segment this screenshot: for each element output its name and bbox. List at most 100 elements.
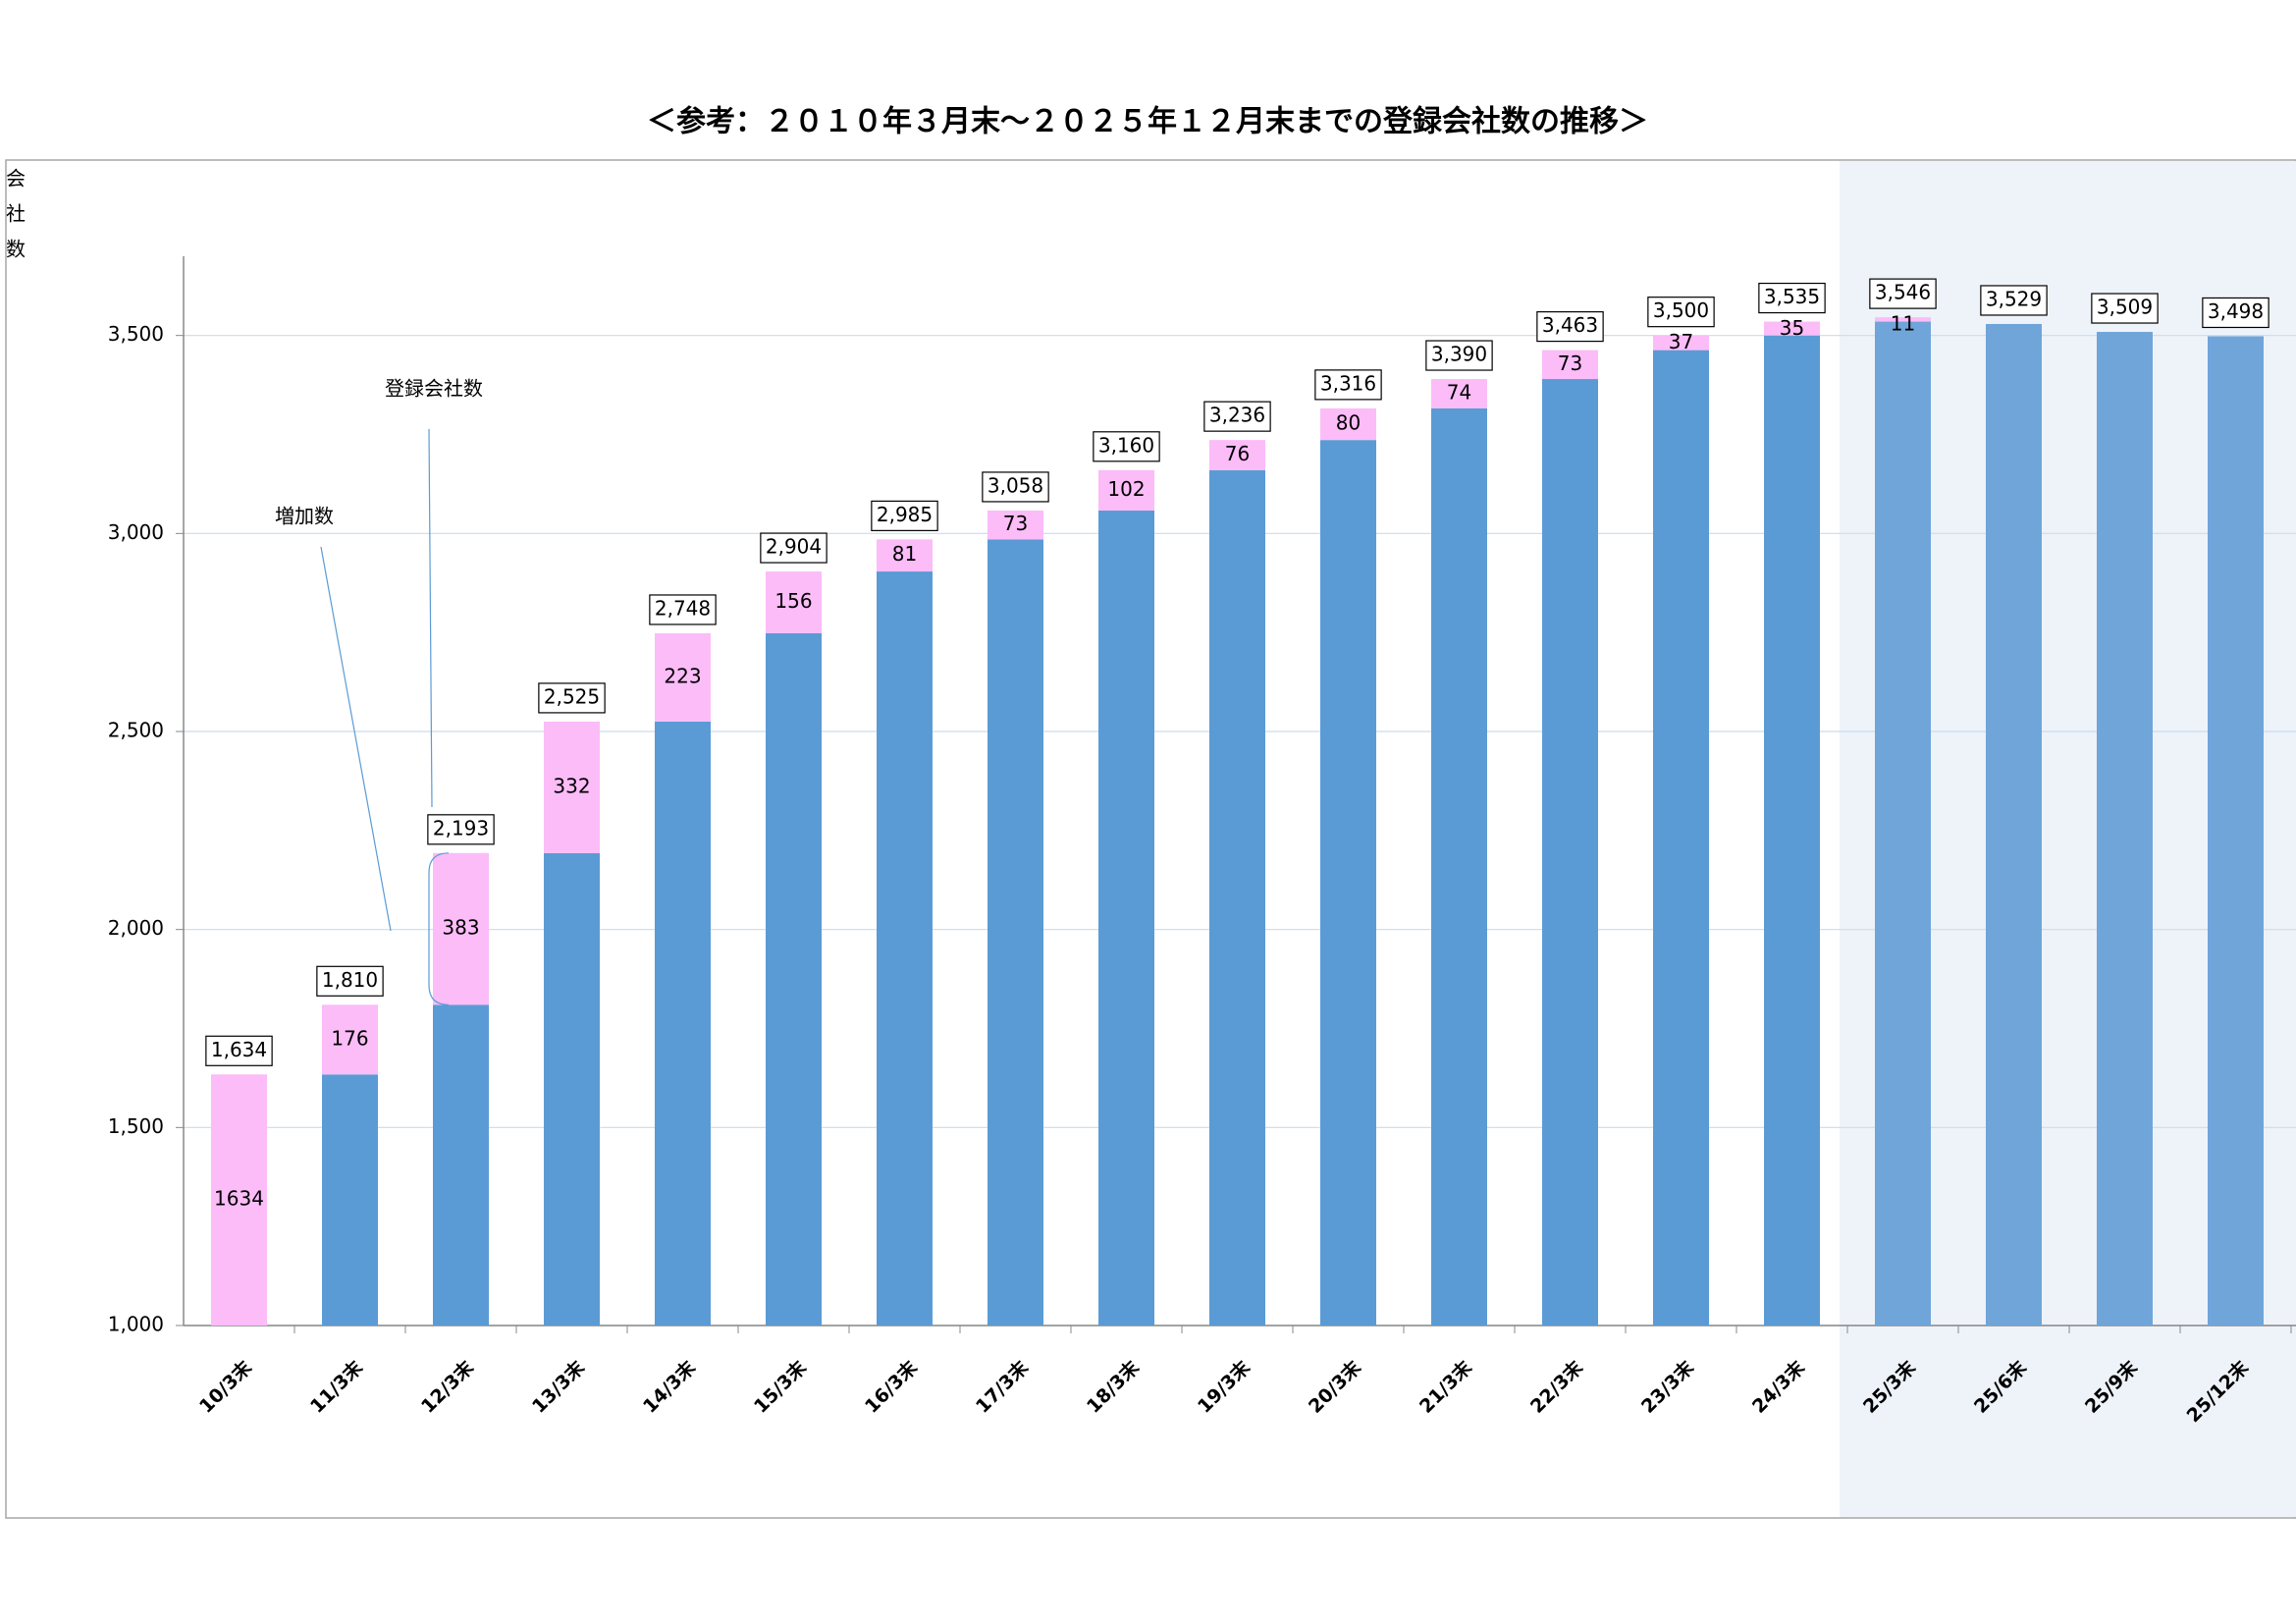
data-label: 176 [331, 1026, 368, 1050]
total-label: 2,193 [433, 816, 489, 839]
x-tick-label: 18/3末 [1082, 1355, 1144, 1417]
bar-base [1764, 335, 1820, 1326]
total-label: 2,525 [544, 684, 600, 708]
total-label: 3,316 [1320, 371, 1376, 395]
callout-increase: 増加数 [275, 505, 334, 528]
total-box [1314, 369, 1382, 401]
y-tick-label: 2,500 [108, 719, 164, 742]
bar-base [766, 632, 822, 1326]
total-box [1536, 310, 1604, 343]
total-box [427, 814, 495, 845]
bar-increase [877, 539, 933, 572]
total-box [2202, 297, 2269, 329]
data-label: 11 [1891, 312, 1915, 336]
bar-increase [1320, 407, 1376, 441]
bar-increase [655, 632, 711, 722]
total-label: 3,500 [1653, 298, 1709, 322]
total-box [871, 500, 938, 531]
x-tick-label: 22/3末 [1525, 1355, 1587, 1417]
x-tick-label: 19/3末 [1193, 1355, 1255, 1417]
total-box [316, 965, 384, 997]
bar-base [433, 1004, 489, 1326]
data-label: 223 [664, 664, 701, 687]
y-tick-label: 3,500 [108, 322, 164, 346]
bar-increase [1431, 379, 1487, 408]
callout-total: 登録会社数 [385, 377, 483, 401]
x-tick-label: 15/3末 [749, 1355, 811, 1417]
bar-base [1653, 350, 1709, 1326]
bracket [428, 852, 450, 1005]
x-tick-label: 12/3末 [416, 1355, 478, 1417]
bar-increase [211, 1074, 267, 1326]
total-label: 3,058 [988, 473, 1043, 497]
bar-base [1320, 440, 1376, 1326]
bar-increase [988, 510, 1043, 540]
bar-increase [1209, 440, 1265, 470]
data-label: 73 [1558, 352, 1582, 375]
bar-increase [766, 571, 822, 633]
data-label: 102 [1107, 477, 1145, 501]
data-label: 156 [774, 589, 812, 613]
total-label: 2,904 [766, 535, 822, 559]
x-tick-label: 10/3末 [194, 1355, 256, 1417]
x-tick-label: 17/3末 [971, 1355, 1033, 1417]
x-tick-label: 23/3末 [1636, 1355, 1698, 1417]
data-label: 332 [553, 774, 590, 797]
bar-increase [433, 852, 489, 1005]
total-box [1647, 297, 1715, 328]
total-box [1758, 282, 1826, 314]
bar-base [1875, 321, 1931, 1326]
total-label: 3,463 [1542, 313, 1598, 337]
callout-line [428, 428, 433, 808]
bar-increase [322, 1004, 378, 1075]
total-box [1425, 340, 1493, 371]
bar-base [2097, 332, 2153, 1326]
bar-base [2208, 336, 2264, 1326]
total-box [1980, 285, 2048, 316]
data-label: 1634 [214, 1187, 264, 1211]
total-label: 3,498 [2208, 299, 2264, 323]
chart-title: ＜参考：２０１０年３月末～２０２５年１２月末までの登録会社数の推移＞ [647, 105, 1648, 139]
y-tick-label: 3,000 [108, 520, 164, 544]
total-label: 3,236 [1209, 404, 1265, 427]
total-box [1869, 278, 1937, 309]
bar-increase [1542, 350, 1598, 380]
callout-line [320, 546, 392, 932]
x-tick-label: 16/3末 [860, 1355, 922, 1417]
total-label: 3,529 [1986, 287, 2042, 310]
bar-base [1209, 469, 1265, 1326]
bar-base [322, 1074, 378, 1326]
x-tick-label: 24/3末 [1747, 1355, 1809, 1417]
y-tick-label: 1,500 [108, 1114, 164, 1138]
data-label: 74 [1447, 380, 1471, 404]
total-label: 3,390 [1431, 343, 1487, 366]
bar-base [1098, 510, 1154, 1326]
total-label: 3,546 [1875, 281, 1931, 304]
bar-base [655, 721, 711, 1326]
data-label: 81 [892, 542, 917, 566]
data-label: 383 [442, 916, 479, 940]
total-box [1093, 431, 1160, 462]
data-label: 76 [1225, 442, 1250, 465]
y-axis-label: 会 [6, 167, 26, 190]
total-box [982, 471, 1049, 503]
y-axis-label: 数 [6, 238, 26, 261]
total-label: 1,634 [211, 1038, 267, 1061]
total-box [538, 682, 606, 714]
bar-increase [544, 721, 600, 853]
total-label: 3,509 [2097, 296, 2153, 319]
total-box [760, 532, 828, 564]
bar-increase [1764, 321, 1820, 336]
x-tick-label: 14/3末 [638, 1355, 700, 1417]
total-label: 3,535 [1764, 285, 1820, 308]
x-tick-label: 11/3末 [305, 1355, 367, 1417]
bar-base [877, 571, 933, 1326]
y-tick-label: 1,000 [108, 1313, 164, 1336]
total-box [205, 1035, 273, 1066]
bar-increase [1875, 317, 1931, 322]
bar-base [1986, 323, 2042, 1326]
y-axis-label: 社 [6, 202, 26, 226]
bar-increase [1098, 469, 1154, 511]
total-box [2091, 293, 2159, 324]
